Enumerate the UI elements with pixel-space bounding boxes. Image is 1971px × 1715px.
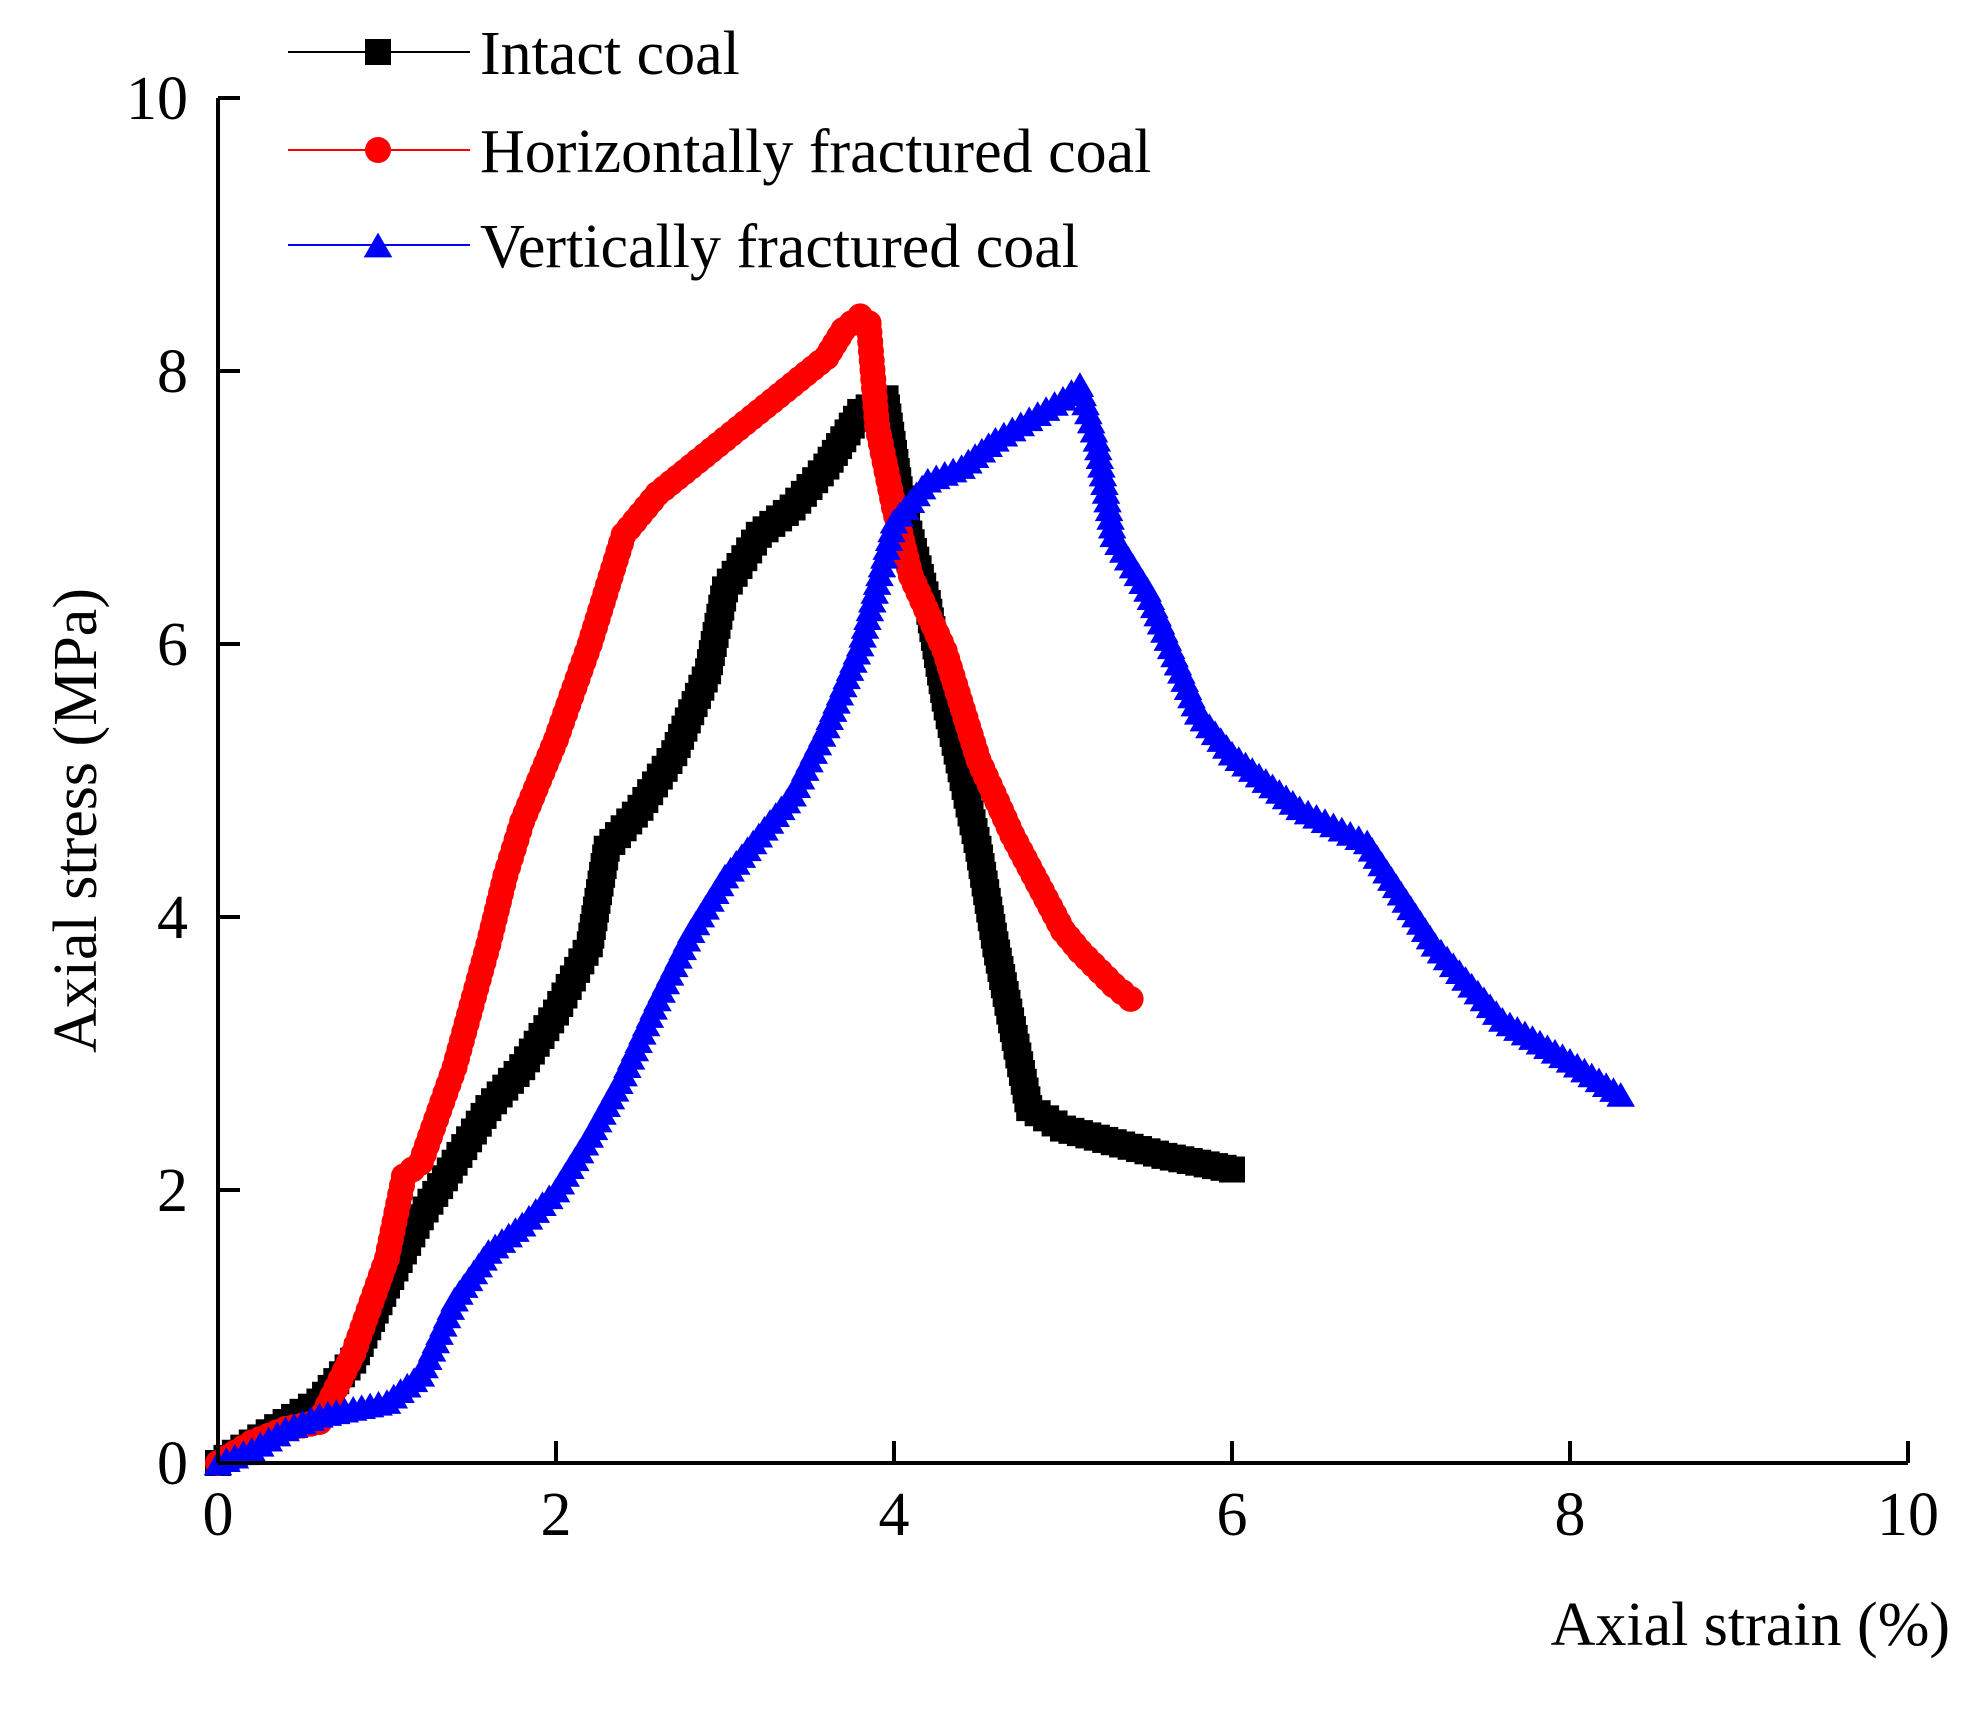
legend-marker xyxy=(365,39,391,65)
x-axis-title: Axial strain (%) xyxy=(1551,1591,1950,1659)
series-1 xyxy=(205,303,1144,1476)
y-axis-title: Axial stress (MPa) xyxy=(42,588,110,1053)
legend: Intact coal Horizontally fractured coal Ve… xyxy=(288,20,1151,281)
axes xyxy=(216,98,1908,1465)
y-tick-label: 2 xyxy=(157,1157,188,1225)
series-2 xyxy=(203,372,1635,1476)
legend-marker xyxy=(365,137,391,163)
legend-item-0: Intact coal xyxy=(288,20,740,88)
legend-marker xyxy=(363,232,393,258)
y-tick-label: 8 xyxy=(157,338,188,406)
legend-label: Vertically fractured coal xyxy=(480,213,1079,281)
series-markers xyxy=(205,303,1144,1476)
legend-label: Intact coal xyxy=(480,20,740,88)
x-tick-label: 4 xyxy=(879,1481,910,1549)
data-point xyxy=(1219,1156,1245,1183)
legend-item-2: Vertically fractured coal xyxy=(288,213,1079,281)
y-tick-label: 10 xyxy=(126,65,188,133)
series-markers xyxy=(203,372,1635,1476)
legend-label: Horizontally fractured coal xyxy=(480,118,1151,186)
data-series xyxy=(203,303,1635,1476)
data-point xyxy=(1606,1082,1635,1107)
x-tick-label: 8 xyxy=(1555,1481,1586,1549)
x-tick-label: 0 xyxy=(203,1481,234,1549)
x-tick-label: 10 xyxy=(1877,1481,1939,1549)
legend-item-1: Horizontally fractured coal xyxy=(288,118,1151,186)
ticks: 0 2 4 6 8 10 0 2 4 6 8 10 xyxy=(126,65,1939,1549)
x-tick-label: 6 xyxy=(1217,1481,1248,1549)
x-tick-label: 2 xyxy=(541,1481,572,1549)
y-tick-label: 6 xyxy=(157,611,188,679)
y-tick-label: 4 xyxy=(157,884,188,952)
y-tick-label: 0 xyxy=(157,1430,188,1498)
data-point xyxy=(1117,985,1144,1012)
